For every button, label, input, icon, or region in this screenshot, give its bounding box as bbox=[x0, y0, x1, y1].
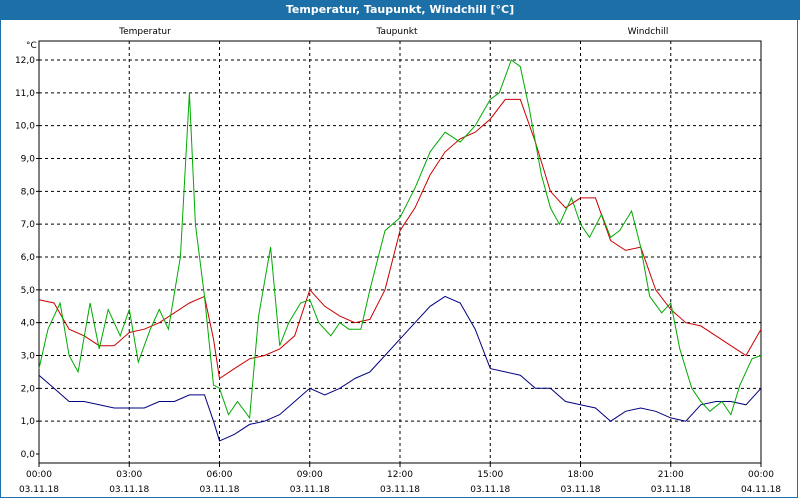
y-tick-label: 3,0 bbox=[21, 352, 36, 362]
series-line-temperatur bbox=[38, 98, 762, 380]
series-line-taupunkt bbox=[38, 295, 762, 442]
series-line-windchill bbox=[38, 59, 762, 420]
x-tick-time-label: 00:00 bbox=[26, 470, 52, 480]
x-tick-date-label: 03.11.18 bbox=[560, 485, 600, 495]
y-axis-label: °C bbox=[26, 41, 37, 51]
x-tick-date-label: 03.11.18 bbox=[470, 485, 510, 495]
legend-windchill: Windchill bbox=[628, 27, 669, 37]
x-tick-time-label: 15:00 bbox=[477, 470, 503, 480]
x-tick-date-label: 03.11.18 bbox=[109, 485, 149, 495]
window-title: Temperatur, Taupunkt, Windchill [°C] bbox=[0, 0, 800, 20]
y-tick-label: 1,0 bbox=[21, 417, 36, 427]
y-tick-label: 8,0 bbox=[21, 187, 36, 197]
y-axis-ticks: 0,0 1,0 2,0 3,0 4,0 5,0 6,0 7,0 8,0 9,0 10,0 11,0 12… bbox=[15, 56, 39, 460]
y-tick-label: 11,0 bbox=[15, 89, 35, 99]
x-tick-time-label: 18:00 bbox=[568, 470, 594, 480]
x-tick-time-label: 12:00 bbox=[387, 470, 413, 480]
x-tick-time-label: 03:00 bbox=[116, 470, 142, 480]
x-tick-time-label: 00:00 bbox=[748, 470, 774, 480]
x-tick-time-label: 21:00 bbox=[658, 470, 684, 480]
legend-taupunkt: Taupunkt bbox=[375, 27, 418, 37]
y-tick-label: 4,0 bbox=[21, 319, 36, 329]
y-tick-label: 9,0 bbox=[21, 155, 36, 165]
x-tick-date-label: 03.11.18 bbox=[651, 485, 691, 495]
legend-temperatur: Temperatur bbox=[118, 27, 171, 37]
y-tick-label: 10,0 bbox=[15, 122, 35, 132]
x-tick-date-label: 04.11.18 bbox=[741, 485, 781, 495]
y-tick-label: 0,0 bbox=[21, 450, 36, 460]
y-tick-label: 6,0 bbox=[21, 253, 36, 263]
chart-frame bbox=[0, 20, 798, 498]
x-axis-ticks: 00:00 03.11.18 03:00 03.11.18 06:00 03.11.18 0… bbox=[19, 463, 781, 495]
y-tick-label: 2,0 bbox=[21, 384, 36, 394]
y-tick-label: 5,0 bbox=[21, 286, 36, 296]
x-tick-time-label: 09:00 bbox=[297, 470, 323, 480]
x-tick-date-label: 03.11.18 bbox=[290, 485, 330, 495]
y-tick-label: 7,0 bbox=[21, 220, 36, 230]
x-tick-date-label: 03.11.18 bbox=[199, 485, 239, 495]
series-lines bbox=[38, 59, 762, 442]
x-tick-date-label: 03.11.18 bbox=[19, 485, 59, 495]
x-tick-time-label: 06:00 bbox=[207, 470, 233, 480]
y-tick-label: 12,0 bbox=[15, 56, 35, 66]
x-tick-date-label: 03.11.18 bbox=[380, 485, 420, 495]
chart-grid bbox=[39, 41, 761, 463]
